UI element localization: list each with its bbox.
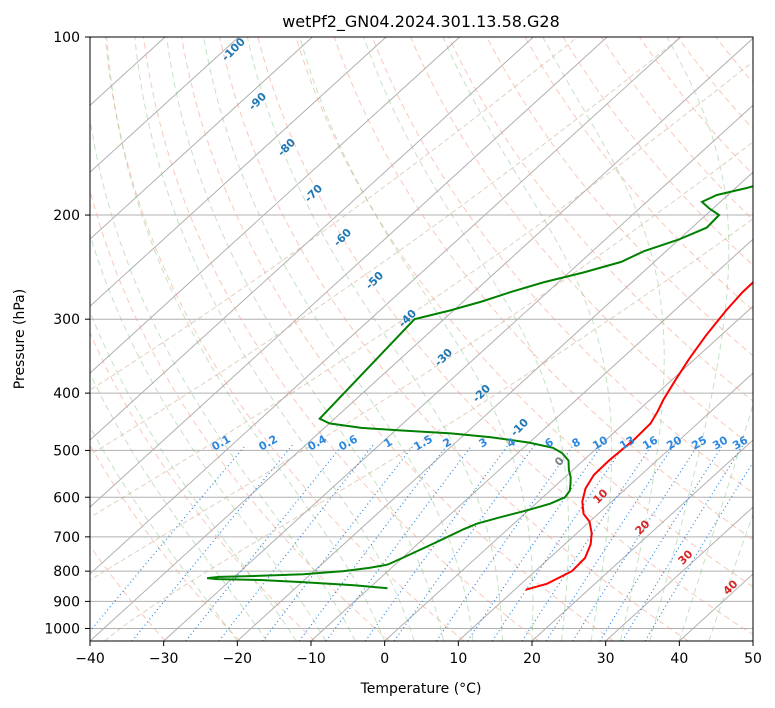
x-axis-title: Temperature (°C) [360, 681, 482, 697]
profiles [207, 185, 753, 591]
moist-adiabat-line [442, 37, 613, 641]
y-axis-title: Pressure (hPa) [12, 289, 28, 389]
y-tick-label: 500 [53, 443, 80, 459]
mixing-ratio-line [262, 444, 414, 641]
x-tick-label: 0 [380, 651, 389, 667]
y-tick-label: 200 [53, 208, 80, 224]
y-tick-label: 400 [53, 386, 80, 402]
x-axis: −40 −30 −20 −10 0 10 20 30 40 50 [75, 641, 762, 667]
dry-adiabat-line [486, 37, 753, 357]
dry-adiabat-line [333, 37, 753, 541]
guide-line [90, 37, 682, 456]
y-tick-label: 1000 [44, 621, 80, 637]
dry-adiabat-line [90, 188, 390, 641]
moist-adiabat-line [90, 372, 268, 641]
mixing-ratio-line [572, 444, 699, 641]
mixing-ratio-line [521, 444, 653, 641]
dry-adiabat-line [410, 37, 753, 448]
y-tick-label: 900 [53, 594, 80, 610]
isotherm-line [90, 37, 240, 173]
dry-adiabat-line [219, 37, 689, 641]
mixing-ratio-line [466, 444, 603, 641]
moist-adiabat-line [542, 37, 665, 641]
mixing-ratio-line [435, 444, 574, 641]
dry-adiabat-line [257, 37, 753, 636]
guide-line [104, 218, 753, 641]
y-axis: 100 200 300 400 500 600 700 800 900 1000 [44, 30, 90, 637]
mixing-ratio-line [90, 444, 247, 633]
moist-adiabat-line [90, 233, 327, 641]
x-tick-label: −10 [296, 651, 326, 667]
isotherm-line [163, 104, 753, 641]
plot-frame [89, 36, 754, 642]
x-tick-label: 40 [670, 651, 688, 667]
isotherm-line [90, 37, 608, 508]
isotherm-line [310, 238, 753, 641]
y-tick-label: 600 [53, 490, 80, 506]
moist-adiabat-line [90, 310, 297, 641]
guide-line [90, 37, 578, 391]
moist-adiabat-line [166, 37, 445, 641]
y-tick-label: 300 [53, 312, 80, 328]
isotherm-line [90, 37, 682, 575]
guide-line [90, 141, 753, 581]
y-tick-label: 800 [53, 564, 80, 580]
moist-adiabat-line [134, 37, 415, 641]
x-tick-label: 10 [449, 651, 467, 667]
x-tick-label: 20 [523, 651, 541, 667]
mixing-ratio-line [644, 461, 753, 641]
isotherm-line [90, 37, 387, 307]
dry-adiabat-line [181, 37, 614, 641]
x-tick-label: −40 [75, 651, 105, 667]
isotherm-line [236, 171, 753, 641]
isotherm-line [90, 37, 534, 441]
dewpoint-profile [207, 185, 753, 590]
dry-adiabat-line [448, 37, 753, 402]
moist-adiabat-line [246, 37, 503, 641]
dry-adiabat-line [371, 37, 753, 494]
x-tick-label: −30 [149, 651, 179, 667]
moist-adiabat-line [106, 37, 386, 641]
dry-adiabat-line [142, 37, 540, 641]
isotherm-line [457, 372, 753, 641]
moist-adiabat-line [299, 37, 534, 641]
isotherm-line [90, 37, 461, 374]
moist-adiabat-line [90, 425, 238, 641]
temperature-profile [525, 280, 753, 591]
x-tick-label: 50 [744, 651, 762, 667]
dry-adiabat-line [104, 37, 465, 641]
moist-adiabat-line [649, 37, 730, 641]
mixing-ratio-line [491, 444, 625, 641]
moist-adiabat-line [363, 37, 570, 641]
dry-adiabat-line [90, 545, 166, 641]
dry-adiabat-line [295, 37, 753, 588]
isotherm-line [605, 506, 753, 641]
dry-adiabat-line [524, 37, 753, 311]
moist-adiabat-line [90, 115, 356, 641]
x-tick-label: −20 [223, 651, 253, 667]
y-tick-label: 100 [53, 30, 80, 46]
moist-adiabat-line [708, 513, 753, 641]
isotherm-line [531, 439, 753, 641]
y-tick-label: 700 [53, 530, 80, 546]
mixing-ratio-line [325, 444, 473, 641]
isotherm-line [90, 37, 313, 240]
guide-line [90, 61, 753, 519]
moist-adiabat-line [203, 37, 474, 641]
isotherm-line [90, 37, 753, 641]
background-lines [90, 37, 753, 641]
chart-title: wetPf2_GN04.2024.301.13.58.G28 [282, 12, 560, 32]
x-tick-label: 30 [597, 651, 615, 667]
moist-adiabat-line [678, 403, 753, 641]
isotherm-line [384, 305, 753, 641]
mixing-ratio-line [545, 444, 675, 641]
